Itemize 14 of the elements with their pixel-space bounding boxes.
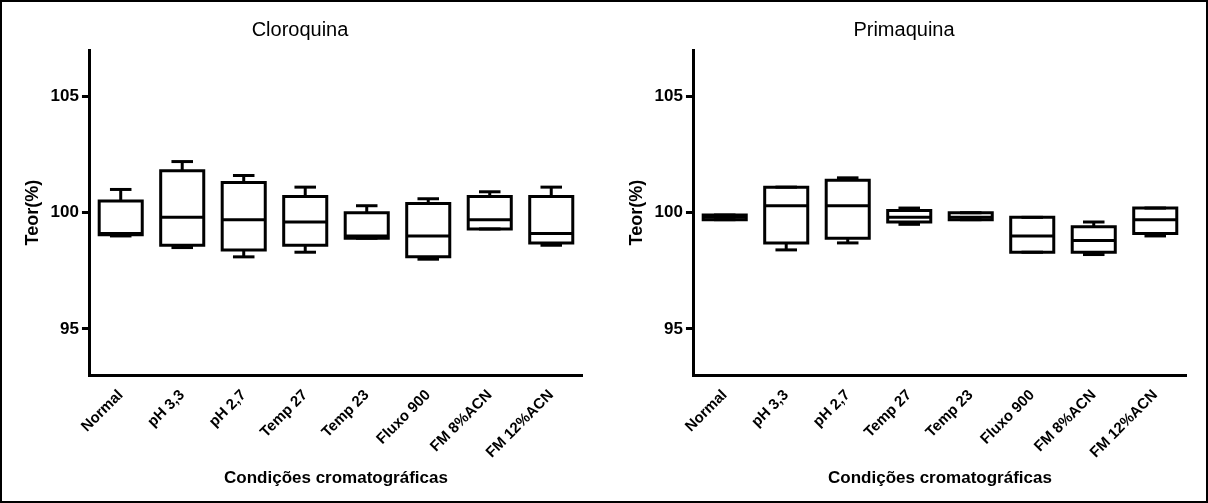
y-tick-label: 100 <box>654 202 683 222</box>
y-axis-title: Teor(%) <box>625 179 646 246</box>
y-axis-title: Teor(%) <box>21 179 42 246</box>
x-tick-label: pH 2,7 <box>204 385 249 430</box>
y-tick-label: 100 <box>50 202 79 222</box>
chart-title: Cloroquina <box>251 17 350 40</box>
chart-title: Primaquina <box>853 17 956 40</box>
x-tick-label: pH 3,3 <box>143 385 188 430</box>
x-tick-label: pH 2,7 <box>808 385 853 430</box>
y-tick-label: 95 <box>664 318 683 338</box>
x-tick-label: pH 3,3 <box>747 385 792 430</box>
y-tick-label: 105 <box>50 86 79 106</box>
y-tick-label: 95 <box>60 318 79 338</box>
y-tick-label: 105 <box>654 86 683 106</box>
